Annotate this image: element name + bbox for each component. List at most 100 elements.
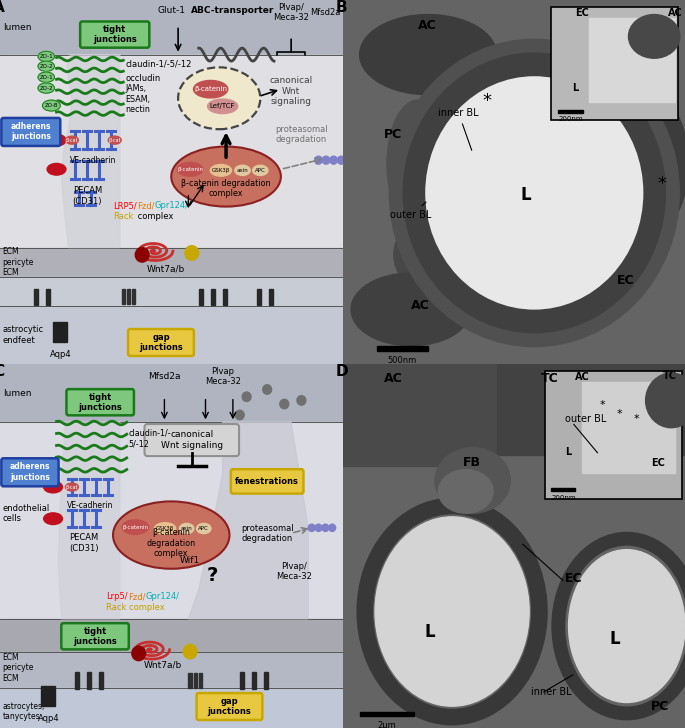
- Circle shape: [262, 384, 271, 394]
- Text: Wif1: Wif1: [180, 556, 200, 565]
- Polygon shape: [62, 55, 120, 248]
- Text: PECAM
(CD31): PECAM (CD31): [73, 186, 102, 206]
- Bar: [188, 673, 192, 688]
- Text: EC: EC: [651, 458, 664, 468]
- Text: ?: ?: [207, 566, 218, 585]
- Text: astrocytic
endfeet: astrocytic endfeet: [3, 325, 44, 344]
- Text: adherens
junctions: adherens junctions: [10, 462, 50, 482]
- Ellipse shape: [645, 373, 685, 428]
- Bar: [589, 18, 675, 102]
- Text: L: L: [610, 630, 621, 648]
- Text: proteasomal
degradation: proteasomal degradation: [275, 125, 327, 144]
- Text: 500nm: 500nm: [388, 356, 417, 365]
- Bar: [121, 288, 125, 304]
- Polygon shape: [188, 422, 308, 619]
- Ellipse shape: [179, 523, 194, 534]
- Ellipse shape: [208, 99, 238, 114]
- Text: ZO-1: ZO-1: [40, 75, 53, 79]
- Bar: [211, 288, 215, 305]
- Ellipse shape: [108, 136, 121, 144]
- Ellipse shape: [38, 72, 55, 82]
- Text: lumen: lumen: [3, 389, 32, 397]
- Text: ZO-2: ZO-2: [40, 86, 53, 90]
- Ellipse shape: [628, 15, 680, 58]
- Text: FB: FB: [462, 456, 480, 469]
- FancyBboxPatch shape: [1, 459, 58, 486]
- Text: 2μm: 2μm: [377, 721, 397, 728]
- FancyBboxPatch shape: [145, 424, 239, 456]
- Ellipse shape: [569, 550, 685, 703]
- Text: Wnt7a/b: Wnt7a/b: [144, 661, 182, 670]
- Text: adherens
junctions: adherens junctions: [10, 122, 51, 141]
- Circle shape: [338, 157, 345, 165]
- Text: Fzd/: Fzd/: [137, 201, 155, 210]
- Text: ABC-transporter: ABC-transporter: [191, 7, 275, 15]
- Ellipse shape: [194, 80, 227, 98]
- Bar: [223, 288, 227, 305]
- Ellipse shape: [47, 164, 66, 175]
- Text: β-cat: β-cat: [66, 485, 78, 489]
- Text: claudin-1/-
5/-12: claudin-1/- 5/-12: [129, 429, 171, 448]
- Bar: [87, 673, 91, 689]
- Bar: [551, 488, 575, 491]
- Text: endothelial
cells: endothelial cells: [3, 504, 50, 523]
- Circle shape: [236, 411, 244, 419]
- Text: ECM
pericyte
ECM: ECM pericyte ECM: [3, 653, 34, 683]
- Text: tight
junctions: tight junctions: [73, 627, 117, 646]
- Text: TC: TC: [541, 372, 559, 385]
- Text: β-cat: β-cat: [66, 138, 78, 143]
- Text: LRP5/: LRP5/: [113, 201, 137, 210]
- Ellipse shape: [360, 15, 497, 95]
- Circle shape: [185, 246, 199, 260]
- Text: *: *: [616, 409, 622, 419]
- FancyBboxPatch shape: [231, 470, 303, 494]
- Text: *: *: [658, 175, 667, 193]
- Text: Lef/TCF: Lef/TCF: [210, 103, 236, 109]
- Text: AC: AC: [384, 372, 402, 385]
- Text: APC: APC: [199, 526, 209, 531]
- Text: β-catenin: β-catenin: [177, 167, 203, 172]
- Bar: [0, 619, 342, 652]
- Ellipse shape: [438, 470, 493, 513]
- Ellipse shape: [235, 165, 250, 175]
- Text: VE-cadherin: VE-cadherin: [71, 156, 116, 165]
- Text: *: *: [483, 92, 492, 109]
- Bar: [199, 673, 202, 688]
- Bar: [75, 673, 79, 689]
- Bar: [551, 7, 678, 120]
- Text: AC: AC: [575, 373, 590, 382]
- Text: inner BL: inner BL: [438, 108, 479, 150]
- Circle shape: [184, 644, 197, 659]
- Text: EC: EC: [616, 274, 634, 287]
- Text: Mfsd2a: Mfsd2a: [148, 372, 181, 381]
- Bar: [0, 364, 342, 422]
- Bar: [240, 673, 244, 689]
- Text: tight
junctions: tight junctions: [79, 392, 122, 412]
- Text: TC: TC: [662, 371, 677, 381]
- Ellipse shape: [178, 67, 260, 130]
- Ellipse shape: [65, 136, 78, 144]
- Bar: [53, 322, 67, 342]
- Text: B: B: [336, 0, 347, 15]
- Text: Wnt7a/b: Wnt7a/b: [147, 265, 185, 274]
- Bar: [41, 686, 55, 706]
- Bar: [558, 110, 583, 113]
- Ellipse shape: [171, 146, 281, 207]
- Text: Plvap/
Meca-32: Plvap/ Meca-32: [277, 562, 312, 581]
- Text: Aqp4: Aqp4: [38, 714, 59, 723]
- Bar: [132, 288, 136, 304]
- Bar: [0, 0, 342, 55]
- Circle shape: [315, 524, 322, 531]
- Circle shape: [421, 73, 647, 313]
- Text: ZO-1: ZO-1: [40, 54, 53, 59]
- Text: Glut-1: Glut-1: [158, 7, 185, 15]
- Ellipse shape: [47, 134, 66, 146]
- Text: L: L: [425, 623, 436, 641]
- Text: β-catenin: β-catenin: [123, 525, 148, 529]
- Text: lumen: lumen: [3, 23, 32, 32]
- Bar: [582, 382, 675, 473]
- Bar: [0, 277, 342, 306]
- Ellipse shape: [42, 100, 60, 111]
- Bar: [342, 364, 497, 466]
- Circle shape: [329, 524, 336, 531]
